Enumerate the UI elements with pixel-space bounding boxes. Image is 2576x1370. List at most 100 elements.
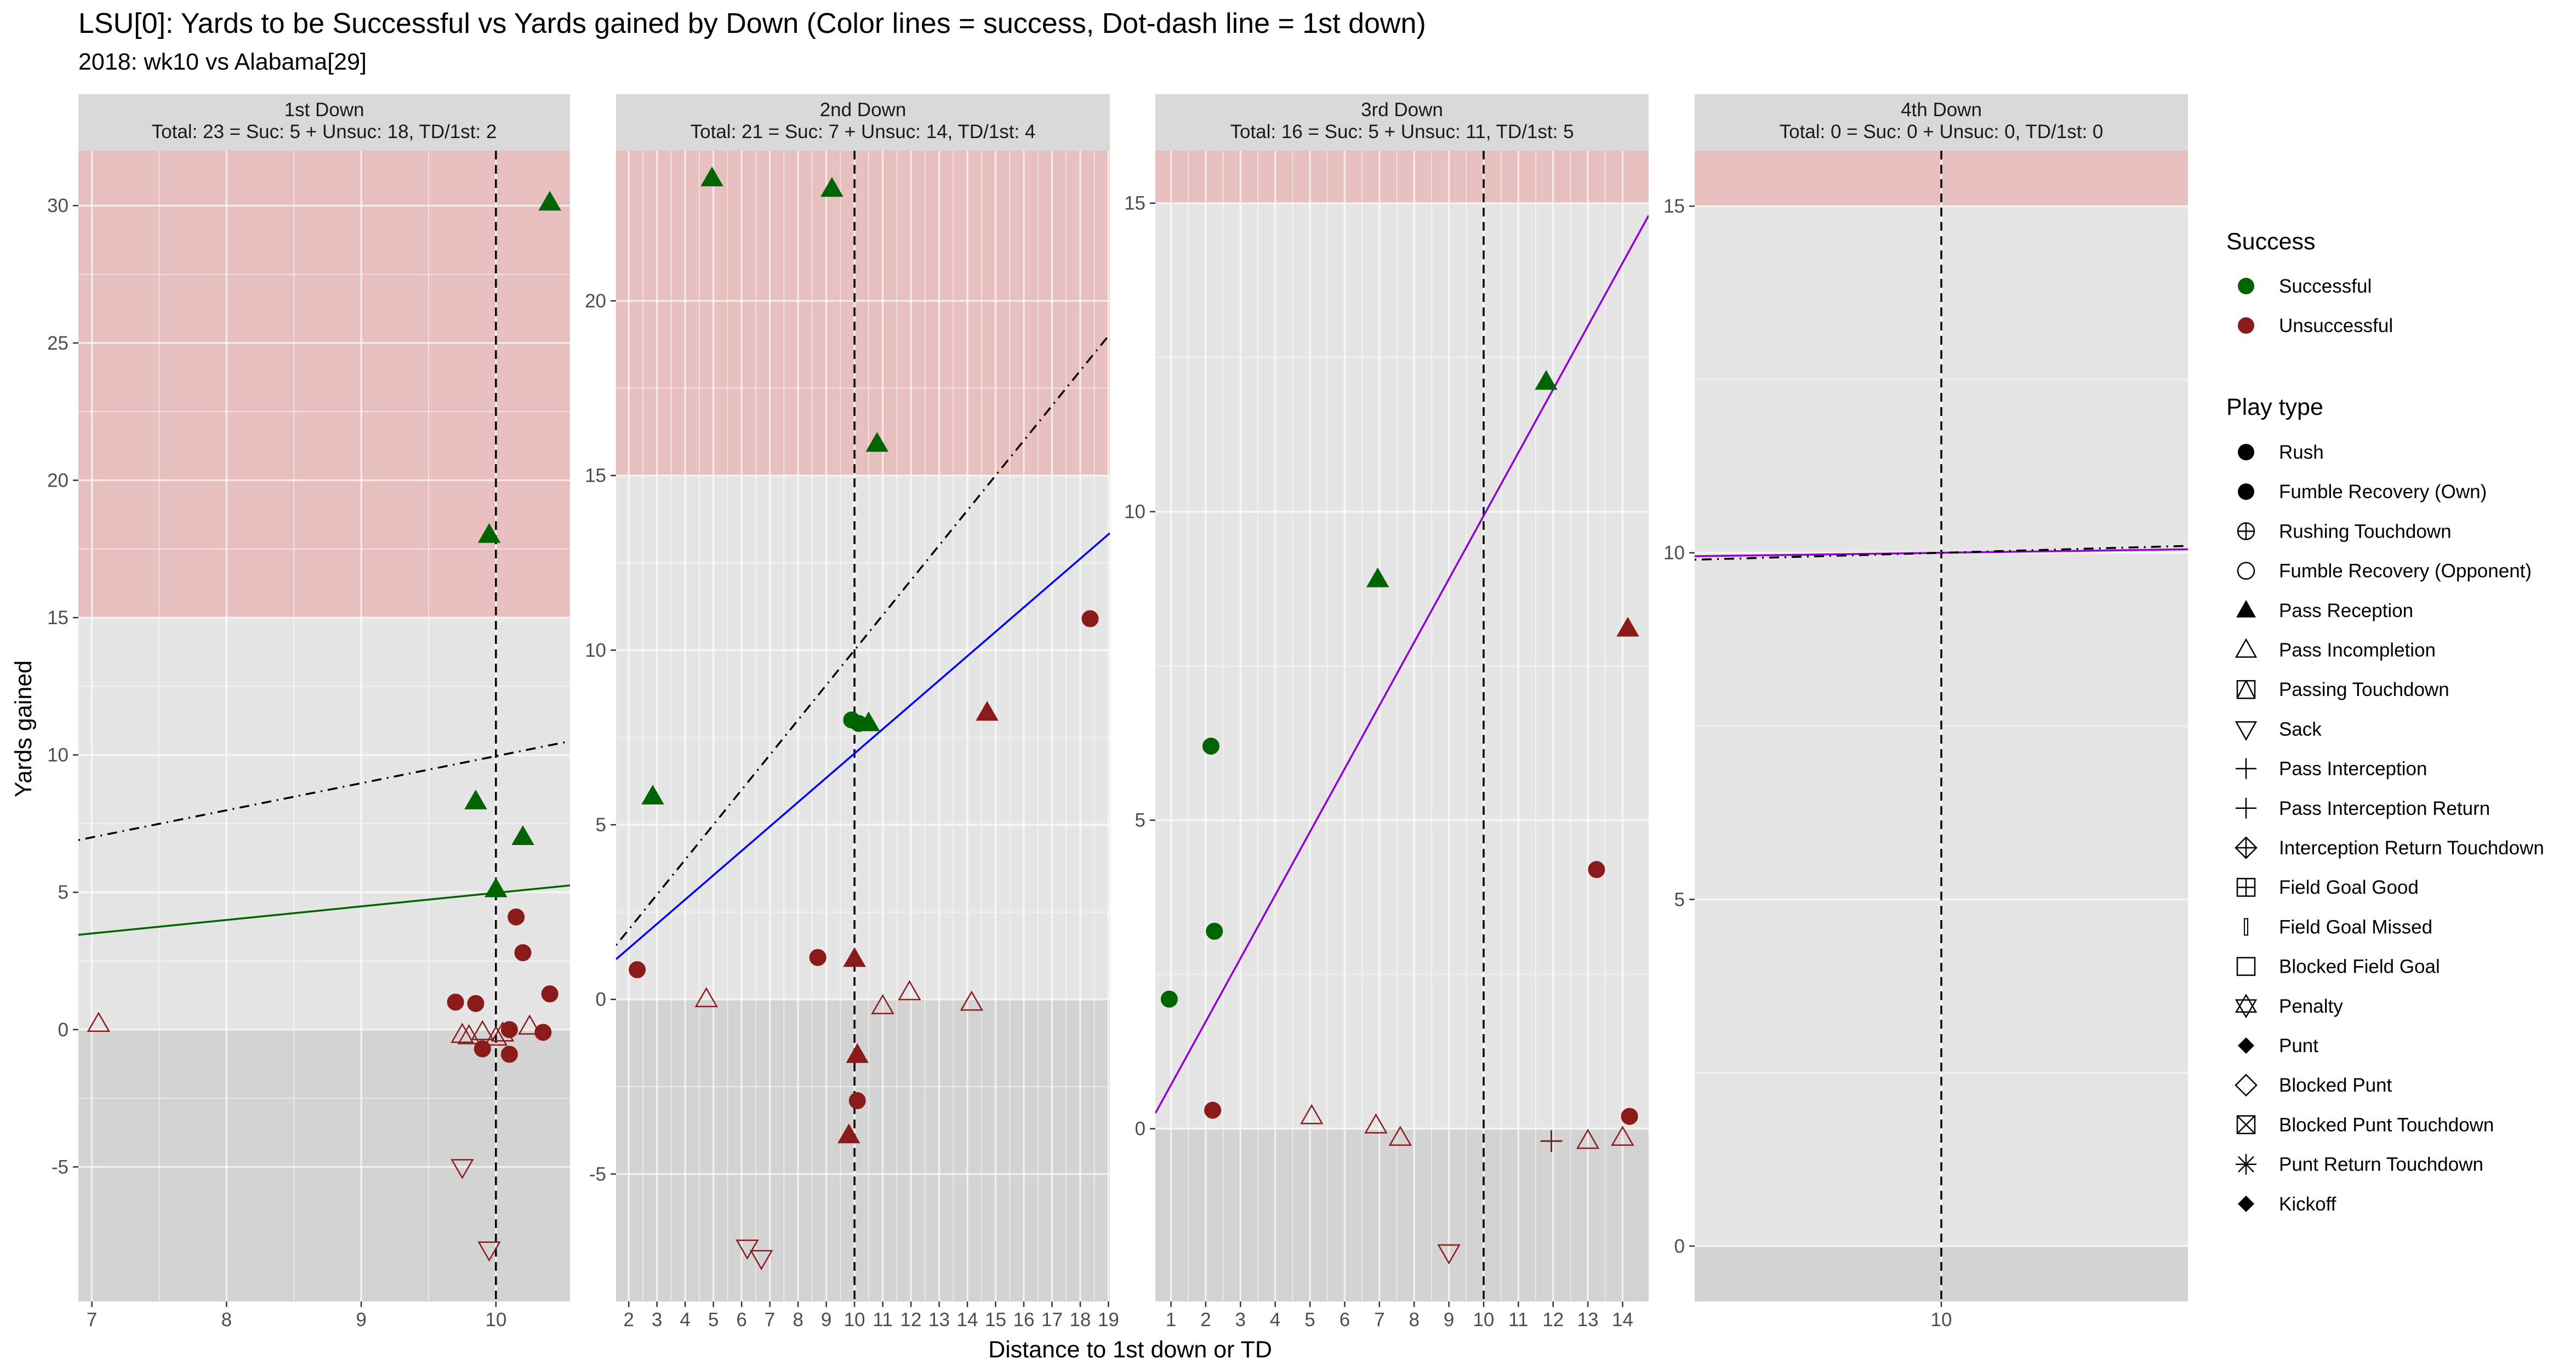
legend-playtype-title: Play type <box>2226 394 2323 420</box>
y-tick-label: 5 <box>596 814 606 836</box>
data-point <box>508 908 525 926</box>
data-point <box>451 1159 474 1179</box>
strip-label: 3rd Down <box>1361 99 1443 121</box>
x-tick-label: 14 <box>1612 1309 1633 1331</box>
data-point <box>898 980 921 1001</box>
y-tick-label: 5 <box>1674 889 1685 910</box>
x-tick-label: 3 <box>652 1309 662 1331</box>
points <box>629 166 1099 1270</box>
x-tick-label: 4 <box>680 1309 690 1331</box>
y-tick-label: 0 <box>1674 1236 1685 1257</box>
x-tick-label: 5 <box>1304 1309 1315 1331</box>
data-point <box>471 1020 494 1041</box>
legend-item-label: Interception Return Touchdown <box>2279 837 2544 859</box>
y-tick-label: 30 <box>47 195 69 216</box>
data-point <box>1576 1128 1600 1149</box>
legend-item-label: Pass Interception <box>2279 758 2427 780</box>
first-down-line <box>616 333 1110 946</box>
negative-band <box>78 1029 570 1302</box>
y-tick-label: -5 <box>589 1163 606 1185</box>
legend-swatch <box>2238 317 2254 334</box>
data-point <box>500 1021 518 1038</box>
legend-item-label: Kickoff <box>2279 1194 2336 1215</box>
legend-item-label: Pass Incompletion <box>2279 640 2436 661</box>
chart-subtitle: 2018: wk10 vs Alabama[29] <box>78 49 367 75</box>
legend-success-title: Success <box>2226 229 2316 255</box>
data-point <box>1588 861 1605 878</box>
data-point <box>477 1241 501 1262</box>
asterisk-icon <box>2236 1154 2256 1175</box>
open-square-icon <box>2236 957 2256 976</box>
x-tick-label: 9 <box>356 1309 366 1331</box>
axis-ticks: 10 0 5 10 15 <box>1663 196 1952 1331</box>
data-point <box>1160 990 1178 1008</box>
legend-item-label: Blocked Field Goal <box>2279 956 2440 978</box>
x-tick-label: 12 <box>901 1309 922 1331</box>
filled-circle-icon <box>2238 444 2254 460</box>
data-point <box>749 1250 773 1270</box>
chart-title: LSU[0]: Yards to be Successful vs Yards … <box>78 8 1426 39</box>
data-point <box>850 715 868 732</box>
square-plus-icon <box>2236 877 2256 897</box>
open-diamond-icon <box>2235 1074 2258 1097</box>
legend-item-label: Field Goal Good <box>2279 877 2419 898</box>
legend-item-label: Fumble Recovery (Own) <box>2279 481 2487 503</box>
data-point <box>641 785 664 805</box>
data-point <box>1616 616 1639 637</box>
x-tick-label: 17 <box>1041 1309 1063 1331</box>
panel-background <box>1155 151 1649 1302</box>
data-point <box>447 994 464 1011</box>
y-tick-label: 20 <box>47 470 69 491</box>
data-point <box>87 1012 111 1032</box>
x-tick-label: 9 <box>821 1309 831 1331</box>
y-tick-label: 15 <box>47 607 69 629</box>
legend-item-label: Penalty <box>2279 996 2343 1017</box>
legend-item-label: Pass Interception Return <box>2279 798 2490 819</box>
triangle-square-icon <box>2236 680 2256 699</box>
filled-diamond-icon <box>2238 1037 2254 1054</box>
data-point <box>694 987 718 1007</box>
x-tick-label: 10 <box>844 1309 865 1331</box>
open-triangle-icon <box>2235 638 2258 658</box>
data-point <box>1535 370 1558 390</box>
plus-icon <box>2236 797 2256 819</box>
y-tick-label: 15 <box>1663 196 1685 217</box>
circle-plus-icon <box>2237 522 2255 540</box>
data-point <box>736 1239 759 1260</box>
data-point <box>700 166 723 186</box>
success-band <box>616 151 1110 476</box>
strip-summary: Total: 16 = Suc: 5 + Unsuc: 11, TD/1st: … <box>1230 121 1574 142</box>
legend: Success Successful Unsuccessful Play type Ru… <box>2226 229 2544 1215</box>
success-line <box>616 532 1110 960</box>
x-tick-label: 7 <box>1374 1309 1384 1331</box>
legend-item-label: Successful <box>2279 276 2372 297</box>
points <box>1160 370 1639 1265</box>
x-tick-label: 18 <box>1069 1309 1091 1331</box>
y-tick-label: 15 <box>585 465 606 487</box>
data-point <box>848 1092 866 1110</box>
legend-item-label: Fumble Recovery (Opponent) <box>2279 561 2532 582</box>
strip-background <box>78 94 570 151</box>
data-point <box>485 877 508 898</box>
data-point <box>467 995 485 1012</box>
x-tick-label: 11 <box>873 1309 892 1331</box>
success-band <box>1155 151 1649 203</box>
star-of-david-icon <box>2235 994 2258 1019</box>
strip-label: 1st Down <box>284 99 364 121</box>
data-point <box>1081 610 1099 627</box>
filled-circle-icon <box>2238 483 2254 500</box>
legend-item-label: Blocked Punt <box>2279 1075 2392 1096</box>
legend-item-label: Punt Return Touchdown <box>2279 1154 2483 1175</box>
x-tick-label: 16 <box>1013 1309 1034 1331</box>
data-point <box>809 949 827 966</box>
data-point <box>1202 738 1219 755</box>
legend-item-label: Field Goal Missed <box>2279 916 2432 938</box>
x-tick-label: 11 <box>1508 1309 1528 1331</box>
legend-swatch <box>2238 278 2254 294</box>
data-point <box>865 432 888 452</box>
data-point <box>464 789 487 809</box>
data-point <box>1364 1113 1388 1134</box>
y-tick-label: 5 <box>1135 810 1145 831</box>
